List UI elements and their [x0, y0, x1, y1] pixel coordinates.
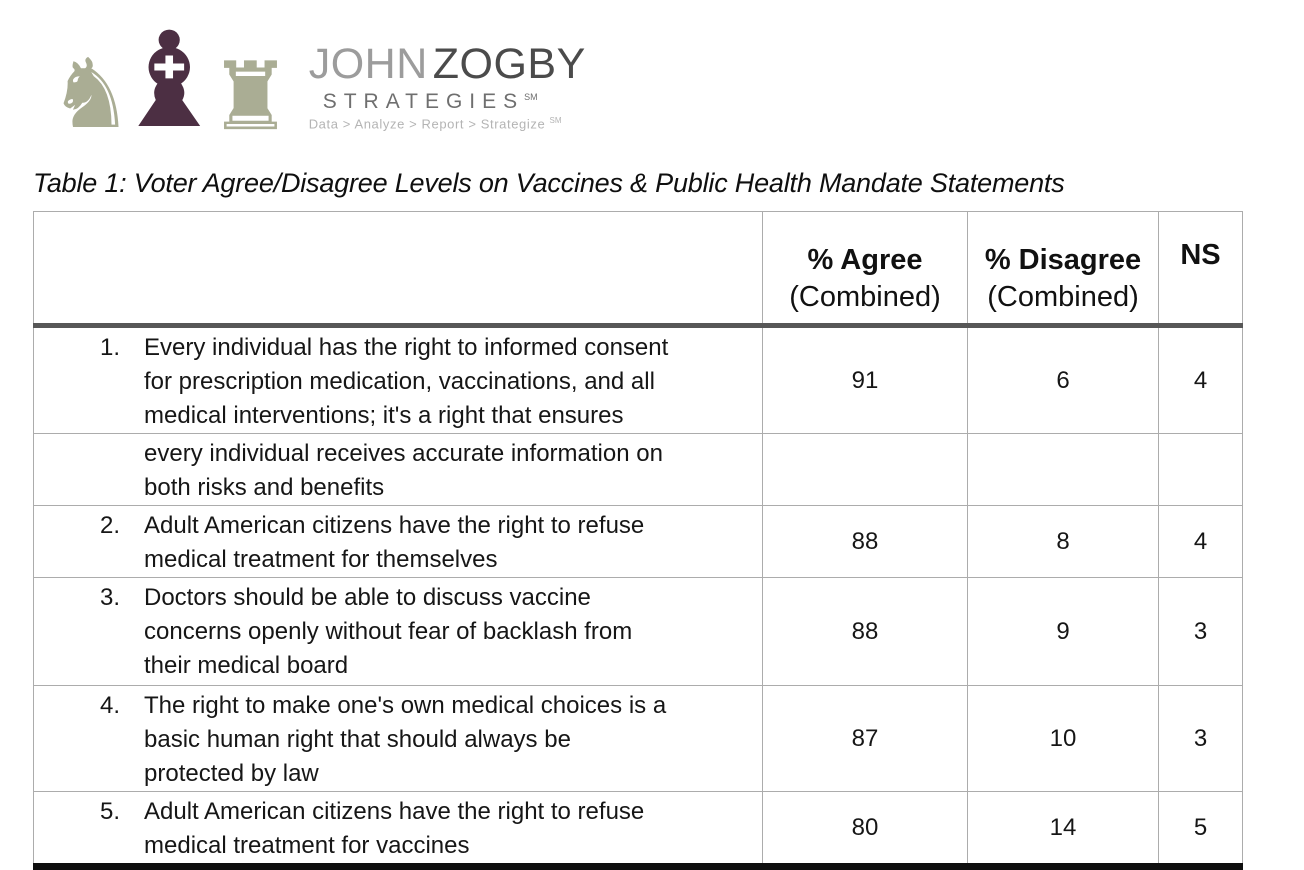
statement-text: Doctors should be able to discuss vaccin… — [144, 584, 633, 679]
header-row: % Agree (Combined) % Disagree (Combined)… — [33, 211, 1243, 328]
disagree-value-empty — [967, 433, 1159, 506]
col-header-ns: NS — [1158, 211, 1243, 328]
brand-name: JOHN ZOGBY — [308, 39, 586, 88]
chess-bishop-icon: ♝ — [110, 7, 229, 154]
disagree-value: 8 — [967, 505, 1159, 578]
survey-results-table: % Agree (Combined) % Disagree (Combined)… — [33, 211, 1243, 870]
agree-value: 80 — [762, 791, 968, 870]
ns-value: 3 — [1158, 577, 1243, 686]
statement-number: 1. — [100, 334, 121, 361]
col-header-agree-sublabel: (Combined) — [789, 281, 941, 314]
statement-text: Adult American citizens have the right t… — [144, 798, 645, 859]
disagree-value: 14 — [967, 791, 1159, 870]
chess-rook-icon: ♜ — [208, 43, 293, 149]
col-header-agree-label: % Agree — [807, 243, 923, 276]
col-header-statement — [33, 211, 763, 328]
brand-name-john: JOHN — [308, 39, 428, 88]
table-row-4: 4. The right to make one's own medical c… — [33, 685, 1243, 792]
table-row-1-continuation: every individual receives accurate infor… — [33, 433, 1243, 506]
tagline-service-mark: SM — [549, 115, 562, 125]
agree-value: 91 — [762, 325, 968, 434]
table-title: Table 1: Voter Agree/Disagree Levels on … — [33, 168, 1065, 198]
clipped-statement-cell — [33, 866, 763, 870]
ns-value-empty — [1158, 433, 1243, 506]
disagree-value: 9 — [967, 577, 1159, 686]
brand-tagline: Data > Analyze > Report > Strategize SM — [309, 116, 586, 131]
ns-value: 4 — [1158, 325, 1243, 434]
agree-value: 88 — [762, 505, 968, 578]
statement-number: 3. — [100, 584, 121, 611]
col-header-disagree-label: % Disagree — [984, 243, 1142, 276]
brand-name-zogby: ZOGBY — [432, 39, 586, 88]
col-header-ns-label: NS — [1180, 239, 1221, 272]
col-header-disagree-sublabel: (Combined) — [987, 281, 1139, 314]
statement-cell: 2. Adult American citizens have the righ… — [33, 505, 763, 578]
statement-number: 2. — [100, 512, 121, 539]
chess-knight-icon: ♞ — [48, 41, 135, 149]
agree-value-empty — [762, 433, 968, 506]
ns-value: 5 — [1158, 791, 1243, 870]
disagree-value: 10 — [967, 685, 1159, 792]
brand-subtitle: STRATEGIESSM — [309, 90, 586, 114]
statement-text: The right to make one's own medical choi… — [144, 692, 667, 787]
statement-text: Every individual has the right to inform… — [144, 334, 669, 429]
statement-number: 4. — [100, 692, 121, 719]
table-row-2: 2. Adult American citizens have the righ… — [33, 505, 1243, 578]
table-row-clipped — [33, 866, 1243, 870]
statement-text: Adult American citizens have the right t… — [144, 512, 645, 573]
col-header-agree: % Agree (Combined) — [762, 211, 968, 328]
service-mark: SM — [524, 91, 538, 102]
table-row-1: 1. Every individual has the right to inf… — [33, 325, 1243, 434]
table-row-5: 5. Adult American citizens have the righ… — [33, 791, 1243, 870]
statement-text-continuation: every individual receives accurate infor… — [144, 440, 663, 501]
ns-value: 3 — [1158, 685, 1243, 792]
statement-cell: 5. Adult American citizens have the righ… — [33, 791, 763, 870]
statement-cell-continuation: every individual receives accurate infor… — [33, 433, 763, 506]
statement-cell: 3. Doctors should be able to discuss vac… — [33, 577, 763, 686]
clipped-cell — [762, 866, 968, 870]
statement-number: 5. — [100, 798, 121, 825]
brand-tagline-text: Data > Analyze > Report > Strategize — [308, 115, 546, 131]
table-row-3: 3. Doctors should be able to discuss vac… — [33, 577, 1243, 686]
agree-value: 87 — [762, 685, 968, 792]
statement-cell: 4. The right to make one's own medical c… — [33, 685, 763, 792]
chess-pieces-graphic: ♞ ♝ ♜ — [48, 7, 293, 154]
clipped-cell — [967, 866, 1159, 870]
brand-subtitle-text: STRATEGIES — [322, 89, 525, 113]
ns-value: 4 — [1158, 505, 1243, 578]
agree-value: 88 — [762, 577, 968, 686]
brand-text-block: JOHN ZOGBY STRATEGIESSM Data > Analyze > … — [308, 39, 586, 133]
brand-logo: ♞ ♝ ♜ JOHN ZOGBY STRATEGIESSM Data > Anal… — [48, 7, 586, 154]
col-header-disagree: % Disagree (Combined) — [967, 211, 1159, 328]
statement-cell: 1. Every individual has the right to inf… — [33, 325, 763, 434]
disagree-value: 6 — [967, 325, 1159, 434]
clipped-cell — [1158, 866, 1243, 870]
